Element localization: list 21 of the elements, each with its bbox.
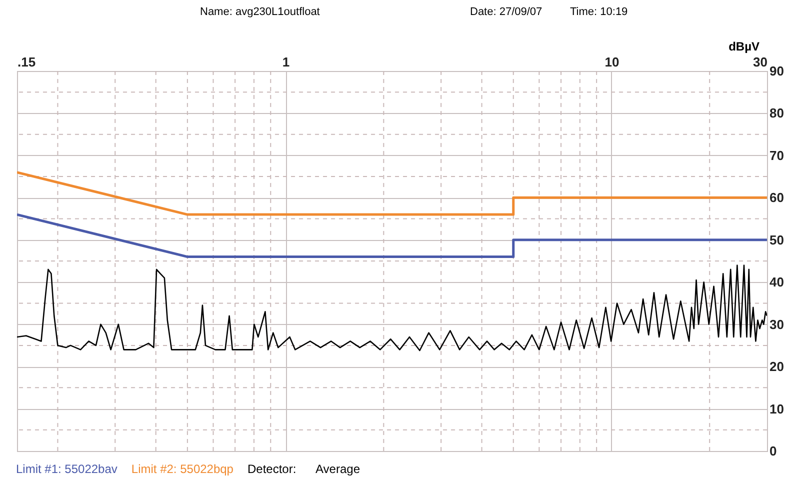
- x-tick-label: 30: [753, 54, 768, 70]
- y-tick-label: 40: [770, 274, 784, 290]
- y-tick-label: 30: [770, 316, 784, 332]
- y-tick-label: 90: [770, 64, 784, 78]
- text: Time: 10:19: [570, 6, 628, 18]
- x-tick-label: .15: [18, 54, 36, 70]
- text: Detector: Average: [247, 462, 360, 476]
- y-tick-label: 80: [770, 106, 784, 121]
- y-tick-label: 60: [770, 190, 784, 206]
- text: Date: 27/09/07: [470, 6, 542, 18]
- y-tick-label: 70: [770, 148, 784, 163]
- text: Name: avg230L1outfloat: [200, 6, 320, 18]
- text: Limit #1: 55022bav: [16, 462, 118, 476]
- x-tick-label: 1: [282, 54, 290, 70]
- x-tick-label: 10: [604, 54, 620, 70]
- y-axis-title: dBµV: [728, 40, 760, 54]
- y-tick-label: 50: [770, 232, 784, 248]
- text: Limit #2: 55022bqp: [131, 462, 234, 476]
- y-tick-label: 10: [770, 401, 784, 416]
- y-tick-label: 20: [770, 359, 784, 374]
- y-tick-label: 0: [770, 444, 777, 458]
